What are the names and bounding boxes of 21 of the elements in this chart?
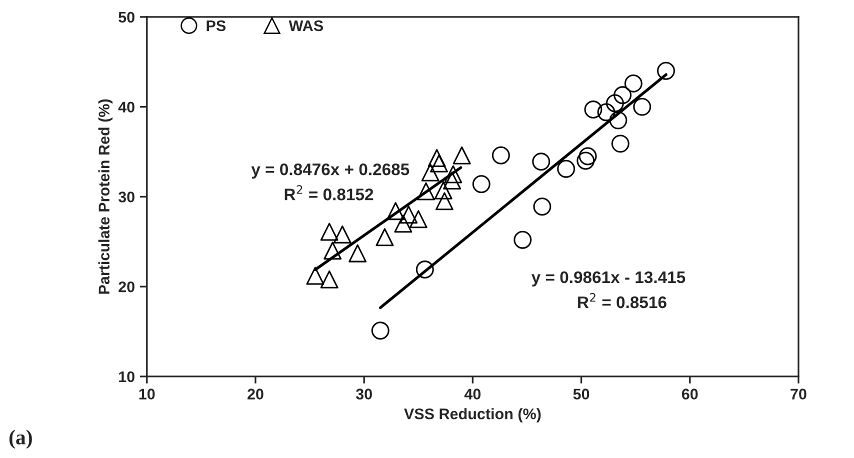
- y-tick-label: 10: [119, 371, 134, 382]
- y-tick-label: 20: [118, 281, 134, 292]
- annotation: y = 0.9861x - 13.415: [531, 271, 686, 286]
- x-tick-label: 60: [682, 388, 698, 400]
- legend-label: WAS: [288, 20, 323, 32]
- x-tick-label: 20: [248, 388, 264, 400]
- text: (a): [9, 430, 32, 449]
- y-tick-label: 40: [118, 102, 134, 113]
- x-tick-label: 40: [464, 388, 481, 400]
- x-tick-label: 10: [139, 388, 155, 400]
- annotation: R$^{2}$ = 0.8516: [578, 293, 666, 308]
- y-tick-label: 50: [118, 12, 134, 23]
- annotation: R$^{2}$ = 0.8152: [284, 185, 374, 200]
- x-tick-label: 50: [573, 388, 590, 400]
- annotation: y = 0.8476x + 0.2685: [251, 164, 410, 179]
- legend-label: PS: [206, 20, 226, 32]
- x-tick-label: 70: [790, 388, 806, 400]
- y-axis-title: Particulate Protein Red (%): [98, 99, 113, 294]
- x-tick-label: 30: [356, 388, 372, 400]
- y-tick-label: 30: [118, 192, 134, 202]
- x-axis-title: VSS Reduction (%): [404, 408, 541, 422]
